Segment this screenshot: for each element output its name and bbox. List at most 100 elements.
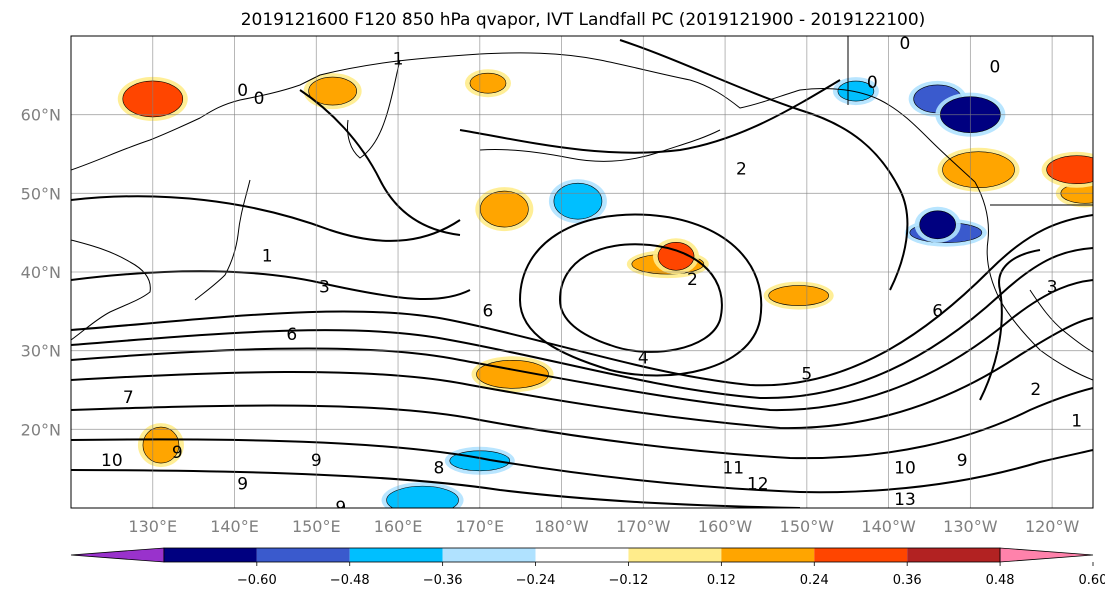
contour-line [71, 387, 1093, 460]
longitude-tick-label: 170°W [616, 517, 671, 536]
coastlines [71, 36, 1093, 381]
anomaly-region [919, 210, 956, 240]
alaska-coastline [479, 52, 976, 183]
contour-label: 10 [894, 459, 916, 479]
longitude-tick-label: 130°W [943, 517, 998, 536]
contour-label: 10 [101, 451, 123, 471]
contour-label: 6 [483, 301, 494, 321]
colorbar-tick-label: 0.48 [986, 573, 1015, 588]
contour-line [71, 195, 461, 242]
map-title: 2019121600 F120 850 hPa qvapor, IVT Land… [241, 10, 926, 30]
longitude-tick-label: 170°E [455, 517, 504, 536]
latitude-ticks: 20°N 30°N 40°N 50°N 60°N [21, 106, 61, 440]
longitude-tick-label: 160°E [374, 517, 423, 536]
colorbar-extend-low [70, 547, 165, 563]
gridlines [71, 36, 1093, 508]
contour-line [71, 438, 1093, 494]
contour-label: 1 [1071, 411, 1082, 431]
anomaly-region [768, 285, 829, 306]
colorbar-cell [535, 548, 629, 562]
colorbar-tick-label: 0.60 [1079, 573, 1105, 588]
anomaly-region [942, 151, 1015, 189]
longitude-ticks: 130°E 140°E 150°E 160°E 170°E 180°W 170°W 160°W… [128, 517, 1079, 536]
latitude-tick-label: 20°N [21, 420, 61, 439]
contour-label: 9 [237, 474, 248, 494]
contour-label: 2 [687, 270, 698, 290]
map-frame [70, 35, 1094, 509]
longitude-tick-label: 150°E [292, 517, 341, 536]
canada-border [847, 36, 1093, 206]
colorbar-frame [163, 547, 1001, 563]
contour-label: 9 [335, 498, 346, 518]
contour-line [558, 243, 723, 353]
colorbar-tick-label: 0.12 [707, 573, 736, 588]
longitude-tick-label: 130°E [128, 517, 177, 536]
colorbar-tick-label: −0.24 [516, 573, 556, 588]
contour-line [71, 317, 1093, 430]
colorbar-cell [628, 548, 722, 562]
contour-line [71, 270, 471, 301]
north-america-coastline [974, 181, 1093, 381]
latitude-tick-label: 50°N [21, 184, 61, 203]
contour-label: 8 [434, 459, 445, 479]
longitude-tick-label: 140°E [210, 517, 259, 536]
kamchatka-coastline [347, 59, 401, 159]
contour-label: 13 [894, 490, 916, 510]
contour-label: 12 [747, 474, 769, 494]
longitude-tick-label: 150°W [780, 517, 835, 536]
contour-label: 2 [736, 160, 747, 180]
anomaly-region [553, 182, 603, 220]
contour-label: 0 [900, 34, 911, 54]
contour-label: 0 [237, 81, 248, 101]
contour-label: 11 [722, 459, 744, 479]
anomaly-region [308, 76, 357, 106]
ivt-contours [71, 39, 1093, 508]
contour-line [518, 213, 763, 377]
contour-label: 6 [286, 325, 297, 345]
longitude-tick-label: 160°W [698, 517, 753, 536]
japan-coastline [194, 179, 251, 301]
contour-label: 6 [932, 301, 943, 321]
colorbar-tick-label: −0.48 [330, 573, 370, 588]
contour-label: 9 [957, 451, 968, 471]
colorbar-cell [442, 548, 536, 562]
colorbar-tick-label: 0.36 [893, 573, 922, 588]
colorbar: −0.60 −0.48 −0.36 −0.24 −0.12 0.12 0.24 0.36 0.4… [70, 547, 1105, 588]
contour-label: 9 [311, 451, 322, 471]
colorbar-tick-label: −0.60 [237, 573, 277, 588]
contour-label: 0 [254, 89, 265, 109]
contour-label: 0 [867, 73, 878, 93]
mexico-coastline [1029, 289, 1093, 353]
contour-label: 3 [319, 278, 330, 298]
colorbar-tick-label: −0.36 [423, 573, 463, 588]
anomaly-region [1046, 155, 1093, 185]
contour-line [71, 279, 1093, 412]
contour-line [459, 79, 841, 154]
colorbar-cell [907, 548, 1001, 562]
contour-line [979, 249, 1041, 401]
longitude-tick-label: 140°W [861, 517, 916, 536]
contour-label: 1 [262, 246, 273, 266]
colorbar-cell [163, 548, 257, 562]
contour-line [71, 214, 1093, 387]
asia-coastline [71, 53, 481, 171]
latitude-tick-label: 40°N [21, 263, 61, 282]
korea-china-coastline [71, 239, 151, 341]
colorbar-cell [721, 548, 815, 562]
colorbar-cell [256, 548, 350, 562]
anomaly-region [657, 241, 695, 271]
contour-label: 9 [172, 443, 183, 463]
latitude-tick-label: 30°N [21, 342, 61, 361]
colorbar-extend-high [999, 547, 1094, 563]
contour-label: 4 [638, 349, 649, 369]
latitude-tick-label: 60°N [21, 106, 61, 125]
contour-label: 2 [1030, 380, 1041, 400]
contour-label: 1 [393, 50, 404, 70]
anomaly-region [469, 72, 507, 94]
anomaly-region [142, 426, 180, 464]
colorbar-tick-label: −0.12 [609, 573, 649, 588]
contour-label: 7 [123, 388, 134, 408]
contour-label: 0 [989, 57, 1000, 77]
